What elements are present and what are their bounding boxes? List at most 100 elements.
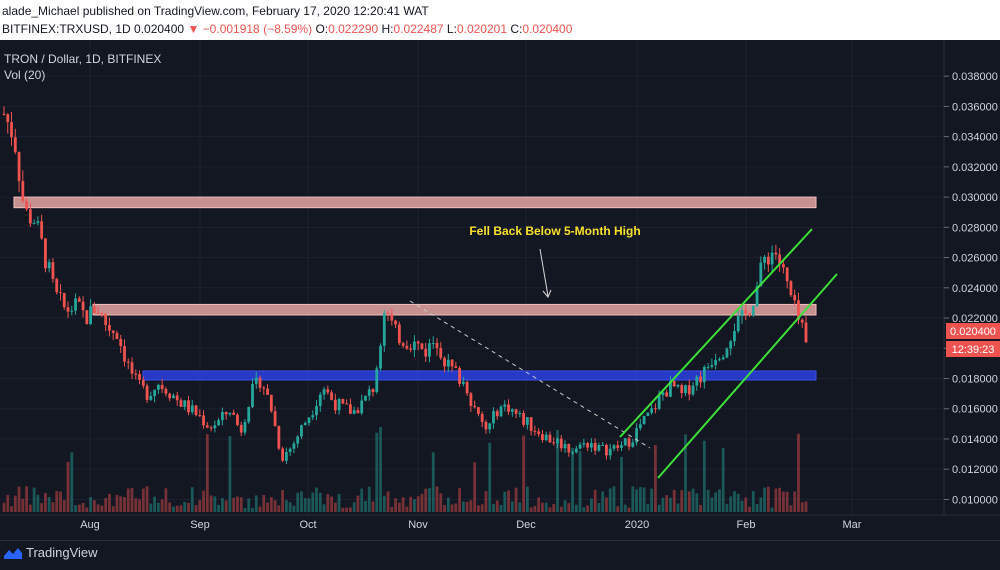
volume-bar — [446, 497, 450, 512]
candle-body — [748, 313, 751, 316]
candle-body — [766, 256, 770, 265]
tradingview-logo[interactable]: TradingView — [4, 545, 98, 560]
channel-lower-line — [657, 273, 838, 479]
volume-bar — [578, 451, 582, 512]
chart-legend-title: TRON / Dollar, 1D, BITFINEX — [4, 52, 162, 66]
volume-bar — [345, 507, 349, 512]
candle-body — [138, 373, 141, 380]
candle-body — [36, 221, 40, 224]
candle-body — [190, 405, 194, 413]
candle-body — [439, 348, 443, 358]
candle-body — [341, 399, 345, 404]
y-tick-label: 0.038000 — [952, 71, 998, 83]
x-tick-label: Dec — [516, 519, 536, 531]
volume-bar — [435, 486, 439, 512]
volume-bar — [748, 506, 751, 512]
candle-body — [680, 385, 684, 394]
volume-bar — [341, 507, 345, 512]
volume-bar — [326, 494, 330, 512]
volume-bar — [770, 507, 774, 512]
candle-body — [364, 395, 367, 401]
candle-body — [303, 422, 307, 426]
candle-body — [134, 373, 138, 375]
volume-bar — [522, 435, 526, 512]
publish-header: alade_Michael published on TradingView.c… — [0, 0, 1000, 40]
candle-body — [232, 412, 236, 415]
volume-bar — [413, 499, 416, 512]
candle-body — [544, 434, 548, 441]
volume-bar — [40, 503, 44, 512]
volume-bar — [92, 500, 96, 512]
candle-body — [582, 443, 586, 445]
volume-bar — [239, 497, 243, 512]
candle-body — [236, 414, 239, 425]
candle-body — [541, 434, 544, 441]
volume-bar — [262, 494, 266, 512]
candle-body — [239, 424, 243, 433]
candle-body — [759, 262, 763, 287]
volume-bar — [156, 502, 160, 512]
volume-bar — [205, 434, 209, 512]
volume-bar — [401, 497, 405, 512]
volume-bars — [2, 426, 808, 512]
y-tick-label: 0.012000 — [952, 464, 998, 476]
y-tick-label: 0.036000 — [952, 101, 998, 113]
x-tick-label: Feb — [737, 519, 756, 531]
annotation-arrow — [539, 248, 549, 297]
volume-bar — [111, 506, 115, 512]
candle-body — [337, 399, 341, 411]
candle-body — [416, 341, 420, 344]
candle-body — [179, 400, 183, 407]
volume-bar — [85, 507, 89, 512]
candle-body — [424, 348, 428, 357]
volume-bar — [495, 500, 499, 512]
volume-bar — [21, 498, 25, 512]
candle-body — [650, 408, 654, 413]
volume-bar — [251, 507, 254, 512]
volume-bar — [74, 505, 77, 512]
volume-bar — [510, 501, 514, 512]
candle-body — [386, 313, 390, 315]
volume-bar — [608, 488, 612, 512]
candle-body — [499, 406, 503, 417]
volume-bar — [480, 504, 484, 512]
volume-bar — [134, 498, 138, 512]
volume-bar — [81, 502, 85, 512]
candle-body — [382, 313, 386, 346]
price-change: −0.001918 (−8.59%) — [202, 22, 313, 36]
candle-body — [59, 292, 62, 294]
volume-bar — [571, 447, 574, 512]
candle-body — [247, 407, 251, 422]
candle-body — [717, 359, 721, 361]
volume-bar — [55, 491, 59, 512]
volume-bar — [514, 487, 518, 512]
candle-body — [89, 306, 93, 324]
volume-bar — [228, 435, 232, 512]
volume-bar — [533, 505, 537, 512]
volume-bar — [292, 505, 296, 512]
chart-area[interactable]: Fell Back Below 5-Month High 0.038000 0.0… — [0, 40, 1000, 540]
candle-body — [371, 389, 375, 393]
y-tick-label: 0.026000 — [952, 253, 998, 265]
volume-bar — [454, 503, 458, 512]
candle-body — [605, 444, 608, 456]
candle-body — [428, 343, 431, 357]
price-chart[interactable]: Fell Back Below 5-Month High 0.038000 0.0… — [0, 40, 1000, 540]
volume-bar — [281, 490, 285, 512]
volume-bar — [672, 489, 676, 512]
volume-bar — [785, 491, 789, 512]
volume-bar — [793, 491, 797, 512]
candle-body — [665, 392, 669, 397]
candle-body — [202, 415, 205, 426]
candle-body — [763, 256, 766, 263]
volume-bar — [800, 502, 804, 512]
x-tick-label: Mar — [843, 519, 862, 531]
volume-bar — [635, 489, 638, 512]
volume-bar — [646, 504, 650, 512]
candle-body — [800, 319, 804, 323]
candle-body — [755, 286, 759, 307]
volume-bar — [657, 504, 661, 512]
candle-body — [62, 293, 66, 308]
volume-bar — [684, 434, 687, 512]
candle-body — [593, 443, 597, 451]
